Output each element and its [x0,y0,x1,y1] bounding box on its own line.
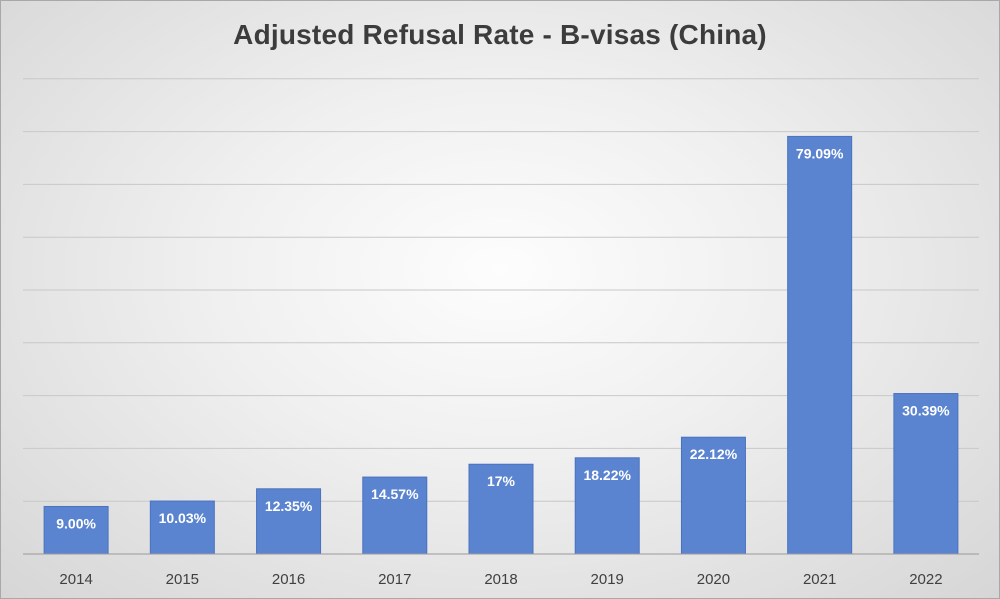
x-tick-label-2016: 2016 [272,571,305,588]
data-label-2016: 12.35% [265,498,313,514]
x-tick-label-2022: 2022 [909,571,942,588]
x-axis-tick-labels: 2014 2015 2016 2017 2018 2019 2020 2021 2022 [59,571,942,588]
bar-2015 [149,500,215,555]
x-tick-label-2017: 2017 [378,571,411,588]
chart-title: Adjusted Refusal Rate - B-visas (China) [233,19,767,50]
bar-2021 [787,135,853,555]
bar-2014 [43,505,109,555]
bar-2016 [256,488,322,555]
x-tick-label-2020: 2020 [697,571,730,588]
bars [43,135,959,555]
x-tick-label-2019: 2019 [591,571,624,588]
data-label-2021: 79.09% [796,145,844,161]
x-tick-label-2015: 2015 [166,571,199,588]
x-tick-label-2021: 2021 [803,571,836,588]
data-label-2017: 14.57% [371,486,419,502]
data-label-2022: 30.39% [902,403,950,419]
data-label-2019: 18.22% [583,467,631,483]
bar-2017 [362,476,428,555]
bar-2022 [893,393,959,555]
data-label-2020: 22.12% [690,446,738,462]
x-tick-label-2014: 2014 [59,571,92,588]
bar-2018 [468,463,534,555]
data-label-2018: 17% [487,473,516,489]
data-label-2015: 10.03% [159,510,207,526]
data-labels: 9.00% 10.03% 12.35% 14.57% 17% 18.22% 22.12% 79… [56,145,950,531]
x-tick-label-2018: 2018 [484,571,517,588]
data-label-2014: 9.00% [56,515,96,531]
